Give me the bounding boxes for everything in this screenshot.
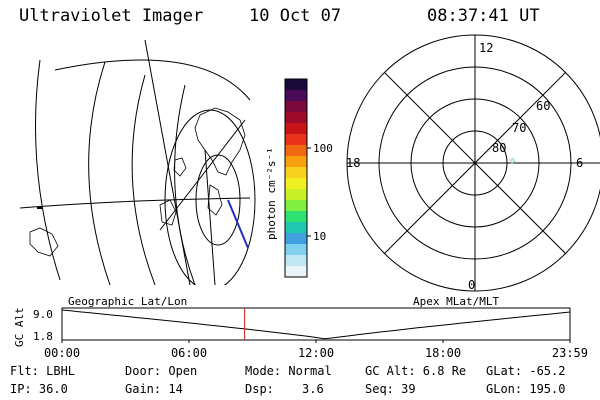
colorbar-cell [285,101,307,113]
colorbar-tick-label: 10 [313,230,326,243]
coastline [173,157,187,177]
dsp-label: Dsp: [245,382,274,396]
timeline-left-label: Geographic Lat/Lon [68,295,187,308]
glon-info: GLon: 195.0 [486,382,566,396]
x-tick-label: 18:00 [425,346,461,360]
instrument-title: Ultraviolet Imager [19,6,204,26]
x-tick-label: 00:00 [44,346,80,360]
polar-emission-speck [509,157,516,164]
mlt-label-18: 18 [346,156,360,170]
lat-label-60: 60 [536,99,550,113]
map-equator-line [20,197,251,209]
colorbar-cell [285,145,307,157]
colorbar-cell [285,123,307,135]
colorbar-cell [285,200,307,212]
colorbar-cell [285,134,307,146]
colorbar: 100 10 photon cm⁻²s⁻¹ [265,78,333,278]
dsp-value: 3.6 [302,382,324,396]
colorbar-frame [284,78,308,278]
map-grid-circle [195,154,241,246]
coastline [159,199,177,226]
map-grid-arc [131,74,156,285]
colorbar-cell [285,112,307,124]
mode-info: Mode: Normal [245,364,332,378]
x-tick-label: 06:00 [171,346,207,360]
altitude-curve [61,309,571,340]
colorbar-unit-label: photon cm⁻²s⁻¹ [265,147,278,240]
door-info: Door: Open [125,364,198,378]
polar-labels: 12 18 6 0 60 70 80 [346,41,583,292]
mlt-label-12: 12 [479,41,493,55]
map-meridian [204,149,216,285]
colorbar-cell [285,156,307,168]
polar-plot [346,34,600,292]
map-meridian [159,119,246,231]
gain-info: Gain: 14 [125,382,183,396]
colorbar-gradient [285,79,307,278]
colorbar-cell [285,167,307,179]
map-grid-arc [35,59,61,281]
date-label: 10 Oct 07 [249,6,342,26]
colorbar-cell [285,244,307,256]
colorbar-cell [285,178,307,190]
glat-info: GLat: -65.2 [486,364,566,378]
ip-info: IP: 36.0 [10,382,68,396]
map-grid-arc [174,84,196,285]
mlt-label-6: 6 [576,156,583,170]
x-tick-label: 12:00 [298,346,334,360]
map-meridian [144,40,191,285]
colorbar-cell [285,233,307,245]
colorbar-cell [285,90,307,102]
geographic-map [20,40,256,285]
coastline [194,107,246,176]
colorbar-cell [285,79,307,91]
colorbar-cell [285,222,307,234]
y-tick-label: 9.0 [33,308,53,321]
x-axis-ticks: 00:00 06:00 12:00 18:00 23:59 [44,340,588,360]
lat-label-70: 70 [512,121,526,135]
y-tick-label: 1.8 [33,330,53,343]
colorbar-cell [285,255,307,267]
colorbar-tick-label: 100 [313,142,333,155]
filter-info: Flt: LBHL [10,364,76,378]
timeline-right-label: Apex MLat/MLT [413,295,499,308]
coastline [29,227,59,257]
lat-label-80: 80 [492,141,506,155]
coastline [207,184,223,216]
altitude-timeline: Geographic Lat/Lon Apex MLat/MLT GC Alt … [13,295,588,360]
timeline-frame [61,307,571,341]
colorbar-cell [285,266,307,278]
polar-diagonal [384,72,566,254]
seq-info: Seq: 39 [365,382,416,396]
mlt-label-0: 0 [468,278,475,292]
aurora-track [227,199,249,249]
time-label: 08:37:41 UT [427,6,540,26]
colorbar-cell [285,189,307,201]
map-grid-arc [54,59,251,101]
colorbar-cell [285,211,307,223]
x-tick-label: 23:59 [552,346,588,360]
map-grid-arc [88,61,111,285]
gc-alt-info: GC Alt: 6.8 Re [365,364,467,378]
y-axis-label: GC Alt [13,307,26,347]
